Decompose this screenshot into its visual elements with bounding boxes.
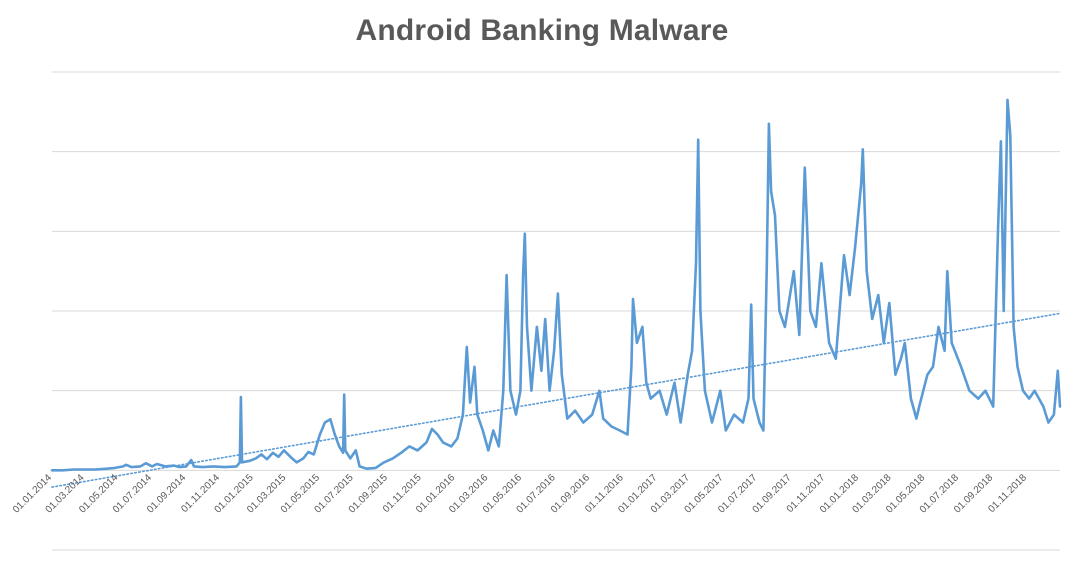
series-layer (50, 98, 1062, 488)
chart-title: Android Banking Malware (355, 14, 729, 47)
series-trendline (51, 312, 1061, 488)
series-line (50, 98, 1062, 472)
gridlines (52, 71, 1060, 551)
x-axis-tick-labels: 01.01.201401.03.201401.05.201401.07.2014… (11, 472, 1029, 515)
